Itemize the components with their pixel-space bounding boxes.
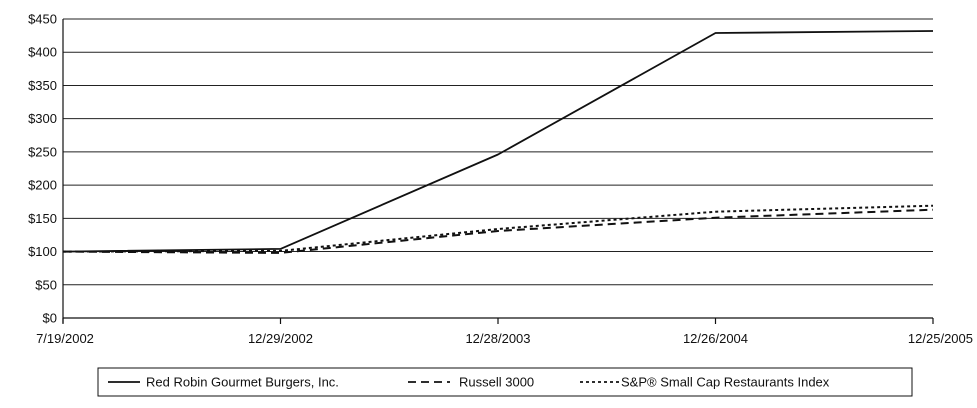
x-tick-label: 12/26/2004 — [683, 331, 748, 346]
axes — [62, 19, 934, 324]
legend-sp-small-cap-restaurants-label: S&P® Small Cap Restaurants Index — [621, 375, 830, 390]
y-tick-label: $400 — [28, 45, 57, 60]
x-tick-label: 12/28/2003 — [465, 331, 530, 346]
y-tick-label: $450 — [28, 12, 57, 27]
y-tick-label: $350 — [28, 78, 57, 93]
legend-russell-3000-label: Russell 3000 — [459, 375, 534, 390]
y-tick-label: $100 — [28, 244, 57, 259]
legend-red-robin-label: Red Robin Gourmet Burgers, Inc. — [146, 375, 339, 390]
y-tick-label: $250 — [28, 144, 57, 159]
grid-lines — [63, 18, 933, 319]
data-series — [62, 30, 934, 254]
legend-box — [97, 367, 913, 397]
legend: Red Robin Gourmet Burgers, Inc. Russell 3… — [97, 367, 913, 397]
y-tick-label: $200 — [28, 178, 57, 193]
series-line-sp-small-cap-restaurants — [62, 204, 934, 253]
y-tick-label: $150 — [28, 211, 57, 226]
x-tick-label: 7/19/2002 — [36, 331, 94, 346]
y-tick-label: $50 — [35, 277, 57, 292]
x-axis-tick-labels: 7/19/2002 12/29/2002 12/28/2003 12/26/2004 1… — [36, 331, 973, 346]
y-tick-label: $300 — [28, 111, 57, 126]
series-line-red-robin — [62, 30, 934, 253]
x-tick-label: 12/29/2002 — [248, 331, 313, 346]
x-tick-label: 12/25/2005 — [908, 331, 973, 346]
series-line-russell-3000 — [62, 208, 934, 254]
y-tick-label: $0 — [43, 311, 57, 326]
y-axis-tick-labels: $0 $50 $100 $150 $200 $250 $300 $350 $400 $450 — [28, 12, 57, 326]
